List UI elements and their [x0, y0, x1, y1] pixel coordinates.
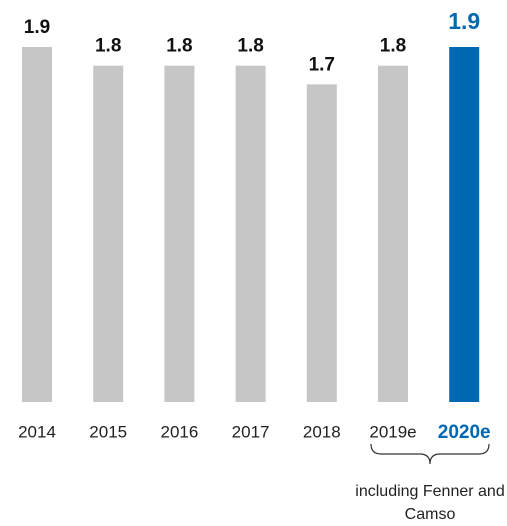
- brace: [370, 443, 490, 465]
- value-label: 1.8: [380, 36, 406, 57]
- value-label: 1.9: [24, 17, 50, 38]
- bar: [306, 84, 337, 403]
- bar: [164, 65, 195, 403]
- x-tick-label: 2019e: [369, 422, 416, 441]
- x-tick-label: 2016: [160, 422, 198, 441]
- value-label: 1.8: [237, 36, 263, 57]
- value-label: 1.8: [95, 36, 121, 57]
- bar: [449, 47, 480, 402]
- bar: [22, 47, 52, 402]
- bar: [93, 65, 124, 403]
- x-tick-label: 2014: [18, 422, 56, 441]
- value-label: 1.7: [309, 54, 335, 75]
- x-tick-label: 2018: [303, 422, 341, 441]
- bar: [378, 65, 408, 403]
- x-tick-label: 2020e: [438, 422, 491, 443]
- bar: [235, 65, 266, 403]
- value-label: 1.9: [448, 8, 480, 34]
- x-tick-label: 2015: [89, 422, 127, 441]
- annotation: including Fenner and Camso: [355, 483, 505, 523]
- value-label: 1.8: [166, 36, 192, 57]
- x-tick-label: 2017: [232, 422, 270, 441]
